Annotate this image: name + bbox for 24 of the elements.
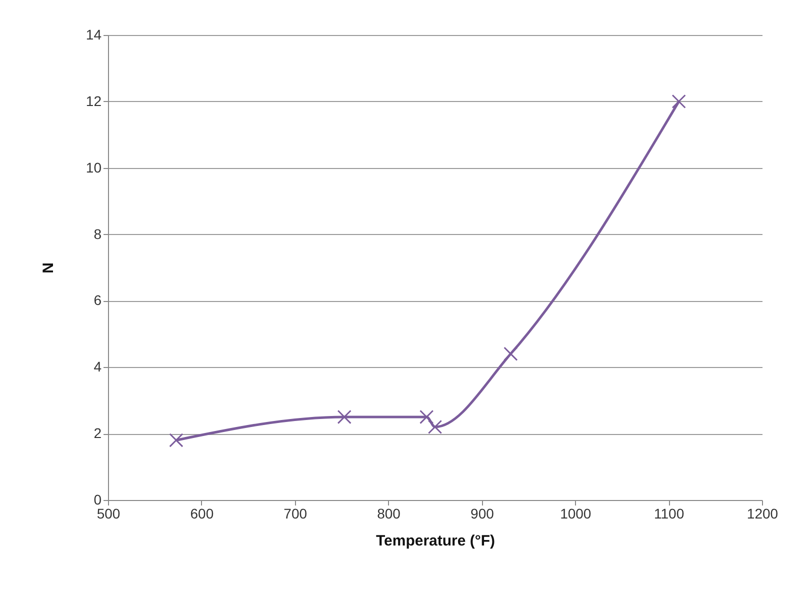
point bbox=[428, 420, 442, 434]
y-tick-label: 2 bbox=[94, 425, 102, 442]
y-tick-label: 14 bbox=[86, 26, 102, 42]
x-tick-label: 900 bbox=[470, 506, 494, 522]
x-tick-label: 1000 bbox=[560, 506, 592, 522]
x-tick-label: 500 bbox=[96, 506, 120, 522]
y-tick-label: 8 bbox=[94, 226, 102, 242]
x-tick-label: 800 bbox=[377, 506, 401, 522]
x-axis-title: Temperature (°F) bbox=[376, 532, 496, 550]
point bbox=[672, 94, 686, 109]
y-tick-label: 12 bbox=[86, 92, 102, 109]
y-tick-label: 10 bbox=[86, 159, 102, 176]
y-tick-label: 6 bbox=[94, 292, 102, 308]
x-tick-label: 600 bbox=[190, 506, 214, 522]
x-tick-label: 700 bbox=[284, 506, 308, 522]
x-tick-label: 1100 bbox=[654, 506, 684, 522]
point bbox=[169, 433, 184, 448]
point bbox=[504, 346, 518, 361]
y-tick-label: 0 bbox=[94, 492, 102, 508]
point bbox=[420, 410, 434, 424]
y-axis-title: N bbox=[40, 262, 57, 274]
point bbox=[337, 410, 352, 424]
y-tick-label: 4 bbox=[94, 358, 102, 375]
x-tick-label: 1200 bbox=[746, 506, 778, 522]
